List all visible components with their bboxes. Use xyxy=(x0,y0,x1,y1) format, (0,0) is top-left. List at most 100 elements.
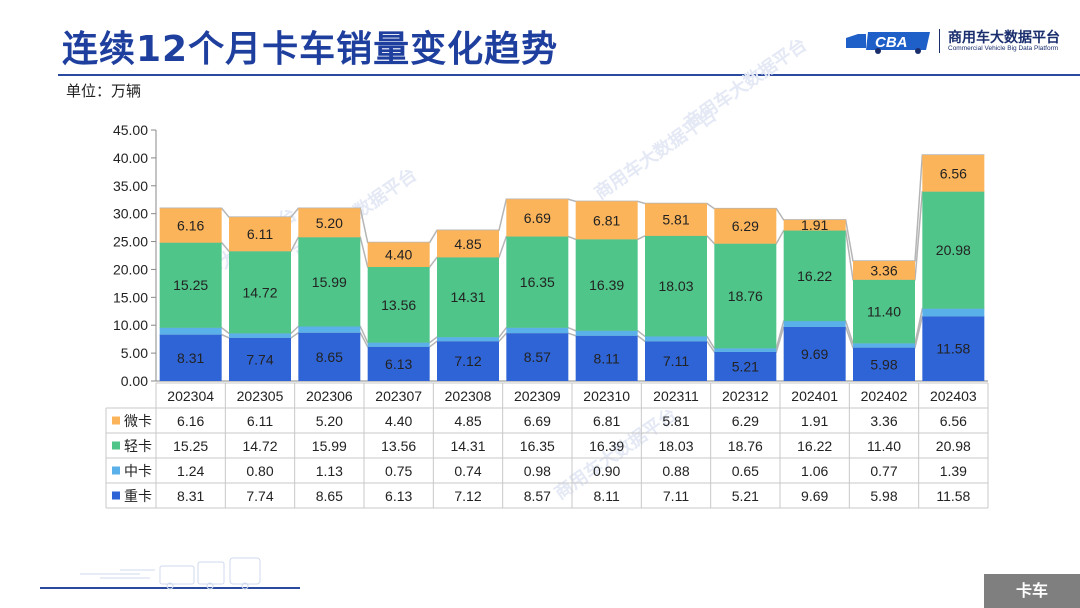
table-cell-微卡: 3.36 xyxy=(870,413,897,429)
unit-label: 单位：万辆 xyxy=(66,82,142,100)
data-label-重卡: 8.57 xyxy=(524,349,551,365)
y-tick-label: 20.00 xyxy=(113,261,148,277)
x-tick-label: 202312 xyxy=(722,388,769,404)
bar-微卡-202401 xyxy=(783,219,846,231)
table-cell-轻卡: 14.72 xyxy=(242,438,277,454)
table-cell-轻卡: 20.98 xyxy=(936,438,971,454)
bar-中卡-202403 xyxy=(922,308,985,317)
data-label-微卡: 5.81 xyxy=(662,212,689,228)
bar-轻卡-202311 xyxy=(645,235,707,337)
table-cell-重卡: 6.13 xyxy=(385,488,412,504)
data-label-轻卡: 16.35 xyxy=(520,274,555,290)
truck-decoration-icon xyxy=(40,557,300,590)
bar-微卡-202311 xyxy=(645,203,707,236)
data-label-轻卡: 13.56 xyxy=(381,297,416,313)
bar-重卡-202306 xyxy=(298,332,361,381)
data-label-微卡: 3.36 xyxy=(870,262,897,278)
data-label-微卡: 6.81 xyxy=(593,212,620,228)
data-label-重卡: 7.12 xyxy=(454,353,481,369)
table-cell-重卡: 8.65 xyxy=(316,488,343,504)
bar-中卡-202401 xyxy=(783,321,846,327)
table-cell-中卡: 0.75 xyxy=(385,463,412,479)
bar-轻卡-202403 xyxy=(922,191,985,309)
table-cell-微卡: 6.56 xyxy=(940,413,967,429)
legend-swatch-微卡 xyxy=(112,416,120,425)
table-cell-微卡: 6.16 xyxy=(177,413,204,429)
table-cell-中卡: 1.13 xyxy=(316,463,343,479)
page-title: 连续12个月卡车销量变化趋势 xyxy=(62,29,559,70)
table-cell-微卡: 6.11 xyxy=(247,413,273,429)
table-cell-中卡: 0.98 xyxy=(524,463,551,479)
bar-重卡-202309 xyxy=(506,333,569,381)
bar-中卡-202312 xyxy=(714,348,777,352)
table-cell-重卡: 7.11 xyxy=(663,488,689,504)
data-label-轻卡: 18.03 xyxy=(658,278,693,294)
legend-swatch-重卡 xyxy=(112,491,120,500)
stacked-bar-chart: 商用车大数据平台商用车大数据平台商用车大数据平台商用车大数据平台商用车大数据平台… xyxy=(105,33,989,509)
bar-中卡-202402 xyxy=(853,343,915,348)
table-cell-微卡: 6.81 xyxy=(593,413,620,429)
bar-重卡-202310 xyxy=(575,335,638,381)
data-label-重卡: 8.31 xyxy=(177,350,204,366)
x-tick-label: 202403 xyxy=(930,388,977,404)
table-cell-微卡: 6.69 xyxy=(524,413,551,429)
table-cell-轻卡: 16.22 xyxy=(797,438,832,454)
data-label-轻卡: 14.72 xyxy=(242,284,277,300)
watermark-text: 商用车大数据平台 xyxy=(680,33,811,134)
bar-重卡-202311 xyxy=(645,341,707,381)
bar-轻卡-202312 xyxy=(714,243,777,349)
table-cell-重卡: 9.69 xyxy=(801,488,828,504)
data-label-重卡: 5.98 xyxy=(870,356,897,372)
x-tick-label: 202311 xyxy=(653,388,699,404)
data-label-重卡: 7.74 xyxy=(246,351,273,367)
y-tick-label: 45.00 xyxy=(113,122,148,138)
data-label-轻卡: 16.22 xyxy=(797,268,832,284)
data-label-重卡: 5.21 xyxy=(732,358,759,374)
y-tick-label: 0.00 xyxy=(121,373,148,389)
bar-微卡-202305 xyxy=(229,217,291,252)
bar-轻卡-202308 xyxy=(437,257,499,338)
logo-en-text: Commercial Vehicle Big Data Platform xyxy=(948,45,1059,52)
bar-轻卡-202307 xyxy=(367,266,430,343)
table-cell-中卡: 0.90 xyxy=(593,463,620,479)
legend-swatch-中卡 xyxy=(112,466,120,475)
table-cell-微卡: 6.29 xyxy=(732,413,759,429)
bar-重卡-202312 xyxy=(714,351,777,381)
legend-label-微卡: 微卡 xyxy=(124,414,152,430)
data-label-微卡: 4.40 xyxy=(385,247,412,263)
x-tick-label: 202308 xyxy=(445,388,492,404)
bar-微卡-202312 xyxy=(714,208,777,244)
data-label-重卡: 9.69 xyxy=(801,346,828,362)
y-tick-label: 15.00 xyxy=(113,289,148,305)
table-cell-重卡: 8.11 xyxy=(594,488,620,504)
data-label-微卡: 6.69 xyxy=(524,210,551,226)
legend-label-重卡: 重卡 xyxy=(124,489,152,505)
bar-微卡-202310 xyxy=(575,201,638,240)
table-cell-中卡: 0.74 xyxy=(454,463,481,479)
x-tick-label: 202401 xyxy=(791,388,838,404)
table-cell-微卡: 1.91 xyxy=(801,413,828,429)
table-cell-重卡: 8.31 xyxy=(177,488,204,504)
bar-中卡-202307 xyxy=(367,342,430,347)
bar-轻卡-202304 xyxy=(159,242,222,328)
y-tick-label: 35.00 xyxy=(113,178,148,194)
data-label-轻卡: 18.76 xyxy=(728,288,763,304)
bar-微卡-202309 xyxy=(506,199,569,237)
data-label-微卡: 5.20 xyxy=(316,215,343,231)
data-label-重卡: 8.11 xyxy=(594,350,620,366)
title-underline xyxy=(58,74,1080,76)
bar-中卡-202309 xyxy=(506,327,569,334)
table-cell-重卡: 5.21 xyxy=(732,488,759,504)
data-label-轻卡: 14.31 xyxy=(450,289,485,305)
x-tick-label: 202307 xyxy=(375,388,422,404)
bar-重卡-202401 xyxy=(783,326,846,381)
table-cell-轻卡: 15.25 xyxy=(173,438,208,454)
data-label-轻卡: 16.39 xyxy=(589,277,624,293)
table-cell-微卡: 4.85 xyxy=(454,413,481,429)
bar-重卡-202403 xyxy=(922,316,985,381)
table-cell-微卡: 5.81 xyxy=(662,413,689,429)
y-tick-label: 25.00 xyxy=(113,234,148,250)
x-tick-label: 202402 xyxy=(861,388,908,404)
bar-微卡-202307 xyxy=(367,242,430,267)
x-tick-label: 202310 xyxy=(583,388,630,404)
